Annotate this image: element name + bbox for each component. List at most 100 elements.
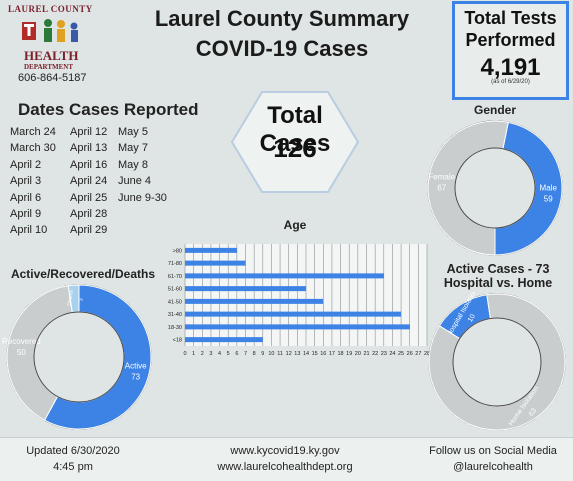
- y-tick-label: >80: [173, 248, 182, 254]
- family-figures-icon: [22, 19, 78, 42]
- footer-social-handle[interactable]: @laurelcohealth: [453, 461, 533, 473]
- health-department-logo: LAUREL COUNTY HEALTH DEPARTMENT 606-864-…: [6, 2, 96, 86]
- x-tick-label: 25: [398, 351, 404, 357]
- slice-value-label: 73: [131, 372, 140, 381]
- y-tick-label: 51-60: [168, 287, 182, 293]
- age-bar: [185, 260, 246, 266]
- tests-label-line1: Total Tests: [464, 8, 557, 28]
- total-cases-label: Total Cases: [259, 102, 331, 157]
- footer-updated-time: 4:45 pm: [53, 461, 93, 473]
- footer-site-2[interactable]: www.laurelcohealthdept.org: [217, 461, 353, 473]
- ard-chart-title: Active/Recovered/Deaths: [10, 267, 156, 281]
- logo-org-main: HEALTH: [24, 48, 79, 63]
- page-title: Laurel County Summary COVID-19 Cases: [112, 4, 452, 64]
- date-entry: April 29: [70, 224, 108, 237]
- tests-label-line2: Performed: [465, 30, 556, 50]
- slice-name-label: Male: [540, 183, 558, 192]
- tests-value: 4,191: [480, 54, 541, 81]
- footer: Updated 6/30/2020 4:45 pm www.kycovid19.…: [0, 437, 573, 481]
- gender-chart-title: Gender: [473, 103, 516, 117]
- slice-name-label: Recovered: [2, 337, 41, 346]
- x-tick-label: 27: [415, 351, 421, 357]
- footer-updated-date: Updated 6/30/2020: [26, 445, 120, 457]
- x-tick-label: 5: [227, 351, 230, 357]
- donut-inner-ring: [452, 317, 542, 407]
- slice-label-group: Recovered 50: [2, 337, 41, 357]
- x-tick-label: 12: [286, 351, 292, 357]
- slice-value-label: 67: [437, 184, 446, 193]
- date-entry: April 13: [70, 142, 108, 155]
- x-tick-label: 2: [201, 351, 204, 357]
- donut-inner-ring: [454, 147, 536, 229]
- dates-column-3: May 5 May 7 May 8 June 4 June 9-30: [118, 124, 167, 206]
- date-entry: April 16: [70, 158, 108, 171]
- date-entry: March 24: [10, 126, 56, 138]
- x-tick-label: 18: [338, 351, 344, 357]
- gender-donut-chart: Male 59 Female 67: [427, 120, 563, 256]
- date-entry: April 12: [70, 126, 108, 138]
- age-bar: [185, 286, 306, 292]
- footer-site-1[interactable]: www.kycovid19.ky.gov: [230, 445, 340, 457]
- title-line1: Laurel County Summary: [154, 6, 410, 31]
- dates-column-1: March 24 March 30 April 2 April 3 April 6 Apr…: [10, 124, 56, 239]
- footer-websites: www.kycovid19.ky.gov www.laurelcohealthd…: [195, 443, 375, 475]
- date-entry: April 9: [10, 208, 42, 221]
- total-tests-box: Total Tests Performed 4,191 (as of 6/29/…: [452, 1, 569, 100]
- date-entry: March 30: [10, 142, 56, 155]
- x-tick-label: 10: [268, 351, 274, 357]
- x-tick-label: 6: [235, 351, 238, 357]
- y-tick-label: 31-40: [168, 312, 182, 318]
- hospital-home-chart-title: Active Cases - 73 Hospital vs. Home: [428, 262, 568, 290]
- x-tick-label: 9: [261, 351, 264, 357]
- age-bar-chart: 0 1 2 3 4 5 6 7 8 9 10 11 12 13 14 15 16 17 18 19 20 21 22 23 24…: [168, 244, 430, 357]
- slice-name-label: Deaths: [66, 289, 75, 306]
- slice-value-label: 63: [528, 407, 538, 417]
- date-entry: April 25: [70, 191, 108, 204]
- date-entry: May 7: [118, 142, 148, 155]
- age-bar: [185, 324, 410, 330]
- dates-reported-title: Dates Cases Reported: [18, 100, 199, 119]
- x-tick-label: 17: [329, 351, 335, 357]
- slice-value-label: 50: [17, 348, 26, 357]
- age-bar: [185, 247, 237, 253]
- tests-label: Total Tests Performed: [455, 7, 566, 51]
- date-entry: May 8: [118, 158, 148, 171]
- logo-org-sub: DEPARTMENT: [24, 63, 74, 71]
- x-tick-label: 21: [363, 351, 369, 357]
- date-entry: June 4: [118, 175, 152, 188]
- hospital-home-title-line2: Hospital vs. Home: [443, 276, 553, 290]
- x-tick-label: 8: [253, 351, 256, 357]
- hospital-home-title-line1: Active Cases - 73: [446, 262, 550, 276]
- date-entry: May 5: [118, 126, 148, 138]
- x-tick-label: 15: [312, 351, 318, 357]
- dates-column-2: April 12 April 13 April 16 April 24 April 25…: [70, 124, 107, 239]
- x-tick-label: 22: [372, 351, 378, 357]
- x-tick-label: 13: [294, 351, 300, 357]
- slice-name-label: Active: [125, 361, 147, 370]
- slice-label-group: Female 67: [428, 173, 455, 193]
- total-cases-value: 126: [273, 133, 317, 163]
- donut-inner-ring: [33, 311, 125, 403]
- x-tick-label: 1: [192, 351, 195, 357]
- y-tick-label: 18-30: [168, 325, 182, 331]
- date-entry: April 24: [70, 175, 108, 188]
- x-tick-label: 0: [183, 351, 186, 357]
- slice-label-group: Deaths 3: [66, 289, 84, 306]
- slice-value-label: 3: [78, 298, 84, 302]
- date-entry: April 6: [10, 191, 42, 204]
- x-tick-label: 28: [424, 351, 430, 357]
- y-tick-label: 71-80: [168, 261, 182, 267]
- slice-label-group: Male 59: [540, 183, 558, 203]
- footer-updated: Updated 6/30/2020 4:45 pm: [18, 443, 128, 475]
- y-tick-label: 41-50: [168, 299, 182, 305]
- age-bar: [185, 311, 402, 317]
- slice-name-label: Female: [428, 173, 455, 182]
- active-recovered-deaths-donut-chart: Active 73 Recovered 50 Deaths 3: [2, 284, 152, 430]
- x-tick-label: 24: [389, 351, 395, 357]
- date-entry: April 10: [10, 224, 48, 237]
- logo-org-top: LAUREL COUNTY: [8, 4, 93, 14]
- y-tick-label: 61-70: [168, 274, 182, 280]
- slice-value-label: 59: [544, 194, 553, 203]
- x-tick-label: 19: [346, 351, 352, 357]
